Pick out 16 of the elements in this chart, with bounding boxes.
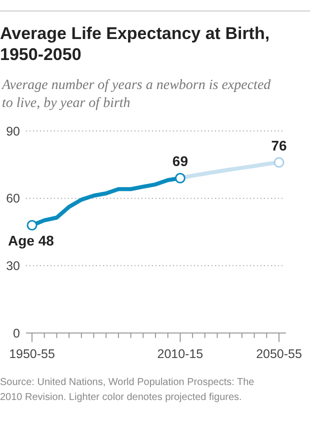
chart-subtitle: Average number of years a newborn is expected to live, by year of birth xyxy=(1,78,272,111)
point xyxy=(26,220,38,231)
data-label: Age 48 xyxy=(8,232,54,248)
chart-title: Average Life Expectancy at Birth, 1950-2050 xyxy=(0,24,270,64)
y-tick-label: 30 xyxy=(6,259,20,274)
x-tick-label: 2010-15 xyxy=(157,347,204,361)
x-tick-label: 1950-55 xyxy=(9,347,55,361)
data-label: 69 xyxy=(172,153,188,170)
y-tick-label: 0 xyxy=(13,326,20,340)
point xyxy=(274,157,284,168)
x-tick-label: 2050-55 xyxy=(256,347,302,361)
point xyxy=(174,172,186,184)
source-note: Source: United Nations, World Population Prospects: The 2010 Revision. Lighter color denotes projected figures. xyxy=(0,377,255,403)
data-label: 76 xyxy=(271,137,287,154)
y-tick-label: 60 xyxy=(6,192,20,206)
y-tick-label: 90 xyxy=(6,124,20,138)
